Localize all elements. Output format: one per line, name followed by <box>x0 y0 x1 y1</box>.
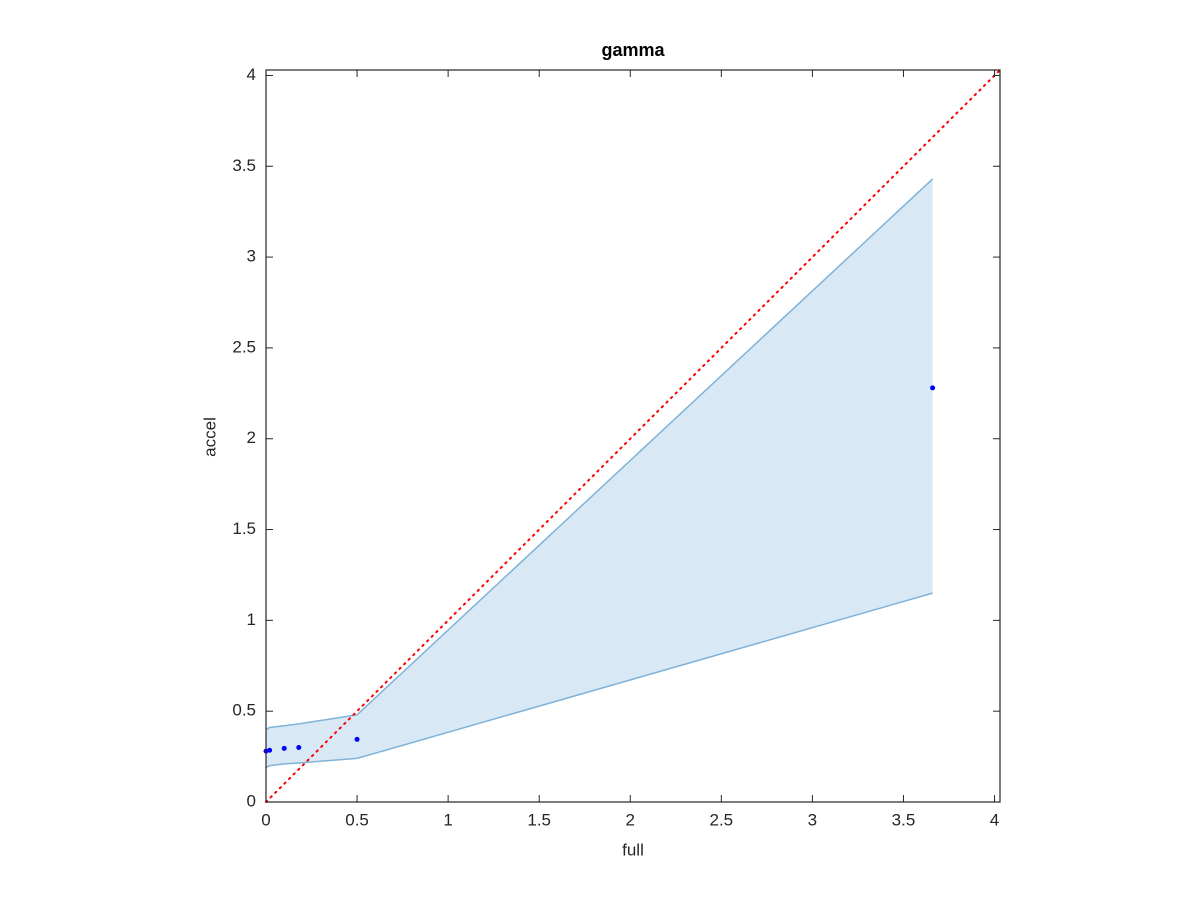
band-upper-edge <box>265 178 934 731</box>
y-tick-label: 4 <box>247 65 256 84</box>
y-axis-label: accel <box>200 417 219 457</box>
chart-title: gamma <box>601 40 665 60</box>
confidence-band <box>266 178 933 768</box>
y-tick-label: 2 <box>247 428 256 447</box>
identity-line <box>265 69 1001 803</box>
y-tick-label: 1 <box>247 610 256 629</box>
x-tick-label: 3 <box>808 810 817 829</box>
x-tick-label: 2 <box>626 810 635 829</box>
x-axis-label: full <box>622 840 644 859</box>
x-tick-label: 0 <box>261 810 270 829</box>
y-tick-label: 0 <box>247 791 256 810</box>
y-tick-label: 0.5 <box>232 701 256 720</box>
data-point <box>354 736 360 742</box>
data-point <box>267 747 273 753</box>
y-tick-label: 3 <box>247 247 256 266</box>
y-tick-label: 1.5 <box>232 519 256 538</box>
x-tick-label: 1.5 <box>527 810 551 829</box>
band-lower-edge <box>265 592 933 769</box>
axes-box <box>265 69 1001 803</box>
x-tick-label: 2.5 <box>710 810 734 829</box>
data-point <box>930 385 936 391</box>
data-point <box>281 745 287 751</box>
data-point <box>296 745 302 751</box>
x-tick-label: 1 <box>443 810 452 829</box>
x-tick-label: 4 <box>990 810 999 829</box>
y-tick-label: 2.5 <box>232 337 256 356</box>
y-tick-label: 3.5 <box>232 156 256 175</box>
x-tick-label: 0.5 <box>345 810 369 829</box>
x-tick-label: 3.5 <box>892 810 916 829</box>
